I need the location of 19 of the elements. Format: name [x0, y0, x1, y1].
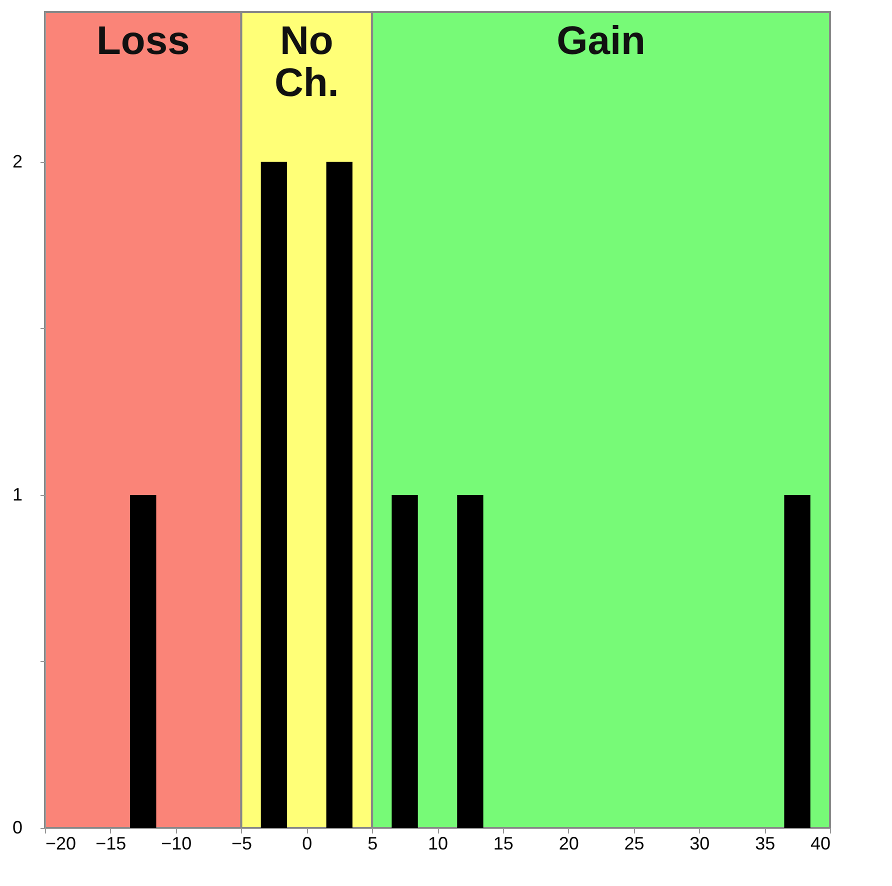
x-tick-label: 5 — [368, 834, 378, 854]
band-label: Gain — [556, 19, 646, 63]
x-tick-label: 0 — [302, 834, 312, 854]
x-tick-label: 15 — [493, 834, 514, 854]
x-tick-label: −15 — [96, 834, 126, 854]
x-tick-label: 30 — [690, 834, 710, 854]
band-label: Loss — [96, 19, 190, 63]
x-tick-label: −20 — [46, 834, 76, 854]
y-tick-label: 1 — [12, 484, 22, 504]
x-tick-label: 40 — [810, 834, 830, 854]
x-tick-label: 25 — [624, 834, 644, 854]
y-tick-label: 0 — [12, 818, 22, 838]
x-tick-label: −10 — [161, 834, 192, 854]
x-tick-label: 10 — [428, 834, 448, 854]
x-tick-label: −5 — [231, 834, 252, 854]
y-tick-label: 2 — [12, 151, 22, 172]
x-tick-label: 20 — [558, 834, 579, 854]
x-tick-label: 35 — [755, 834, 776, 854]
band-label: No Ch. — [274, 19, 339, 105]
